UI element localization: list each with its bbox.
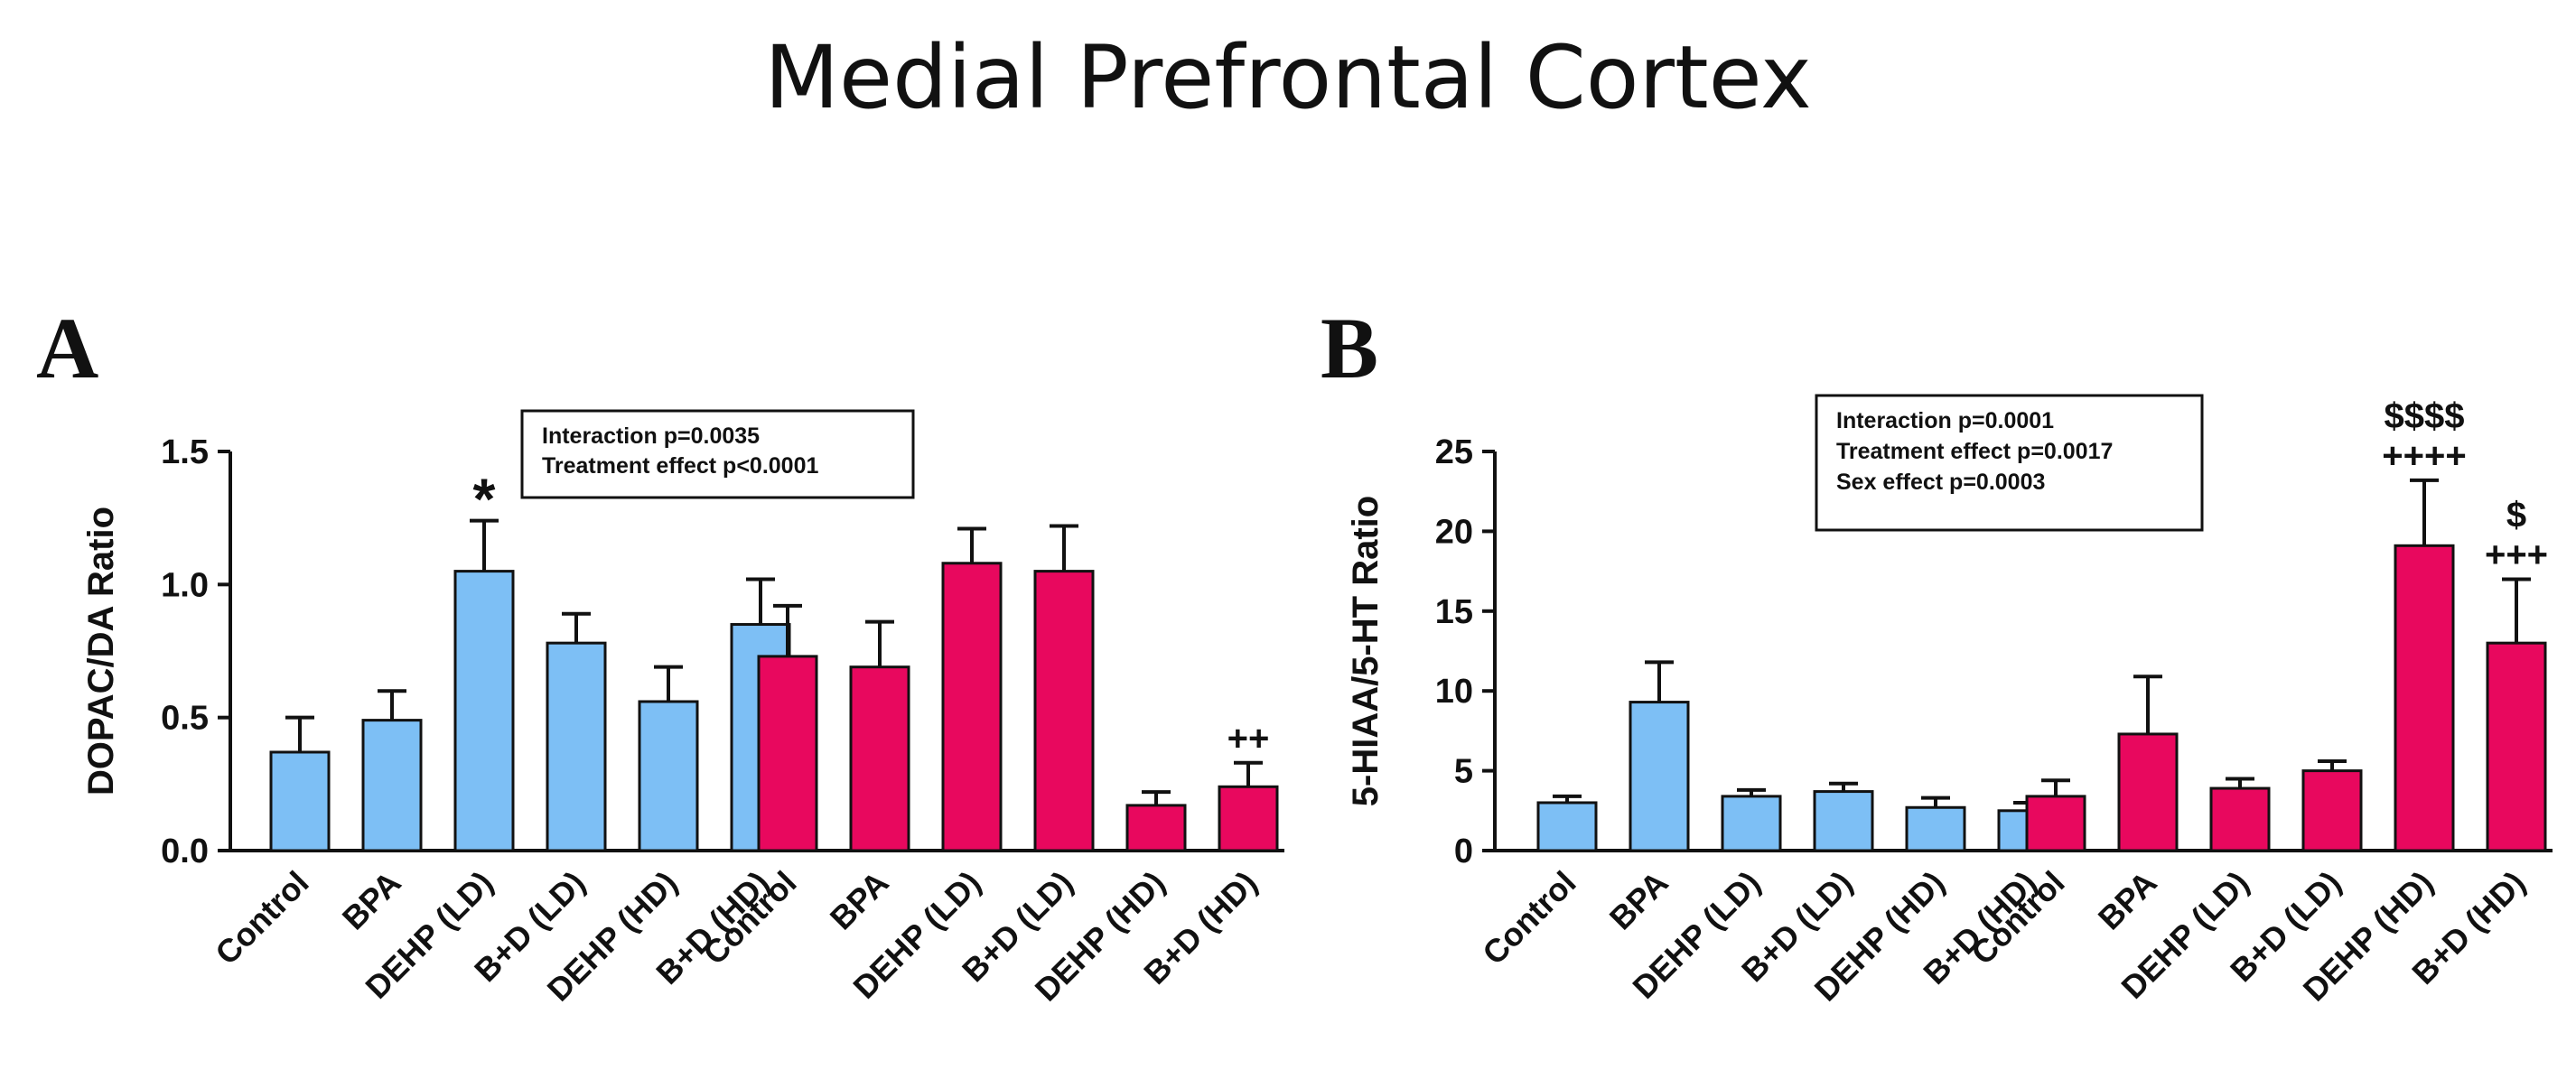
y-tick-label-a: 0.5 (161, 700, 209, 738)
significance-annotation-a: * (473, 467, 496, 532)
x-category-label-b: BPA (1602, 864, 1675, 937)
bar-a-s0-3 (546, 641, 607, 852)
bar-a-s1-5 (1218, 785, 1279, 852)
y-axis-label-a: DOPAC/DA Ratio (81, 507, 121, 796)
bar-a-s0-4 (638, 700, 699, 852)
stats-line-a: Treatment effect p<0.0001 (542, 453, 818, 479)
bar-a-s1-3 (1033, 570, 1095, 852)
bar-b-s1-2 (2209, 786, 2271, 852)
bar-b-s0-0 (1536, 801, 1598, 852)
bar-b-s1-0 (2025, 795, 2086, 852)
bar-a-s0-0 (269, 750, 331, 852)
stats-box-a (520, 409, 915, 499)
bar-b-s1-4 (2394, 544, 2455, 852)
significance-line: ++ (1227, 719, 1270, 758)
bar-b-s1-1 (2117, 732, 2179, 852)
bar-a-s0-1 (361, 719, 423, 852)
significance-annotation-a: ++ (1227, 719, 1270, 758)
significance-annotation-b: $ +++ (2485, 495, 2548, 574)
x-category-label-a: Control (208, 864, 315, 972)
y-tick-label-b: 0 (1454, 833, 1473, 870)
bar-a-s0-2 (453, 570, 515, 852)
stats-box-b (1815, 394, 2204, 532)
stats-line-b: Sex effect p=0.0003 (1836, 470, 2045, 495)
x-category-label-b: Control (1475, 864, 1582, 972)
x-category-label-a: BPA (335, 864, 408, 937)
bar-b-s0-3 (1813, 790, 1874, 852)
y-tick-label-b: 15 (1435, 593, 1473, 631)
y-tick-label-b: 5 (1454, 753, 1473, 791)
x-category-label-b: BPA (2091, 864, 2164, 937)
stats-line-b: Treatment effect p=0.0017 (1836, 439, 2113, 464)
significance-line: $ (2506, 495, 2526, 535)
significance-line: +++ (2485, 535, 2548, 574)
significance-line: ++++ (2382, 436, 2466, 476)
bar-a-s1-4 (1125, 804, 1187, 852)
bar-a-s1-1 (849, 665, 910, 852)
bar-b-s0-4 (1905, 805, 1966, 852)
bar-b-s1-5 (2486, 641, 2547, 852)
significance-line: $$$$ (2385, 396, 2465, 436)
y-tick-label-b: 10 (1435, 673, 1473, 711)
bar-a-s1-2 (941, 562, 1003, 852)
significance-annotation-b: $$$$ ++++ (2382, 396, 2466, 476)
bar-a-s1-0 (757, 655, 818, 852)
bar-b-s0-2 (1721, 795, 1782, 852)
bar-b-s0-1 (1629, 701, 1690, 852)
y-tick-label-a: 1.0 (161, 566, 209, 604)
stats-line-a: Interaction p=0.0035 (542, 423, 760, 449)
y-tick-label-b: 20 (1435, 513, 1473, 551)
significance-line: * (473, 467, 496, 532)
y-tick-label-a: 1.5 (161, 433, 209, 471)
figure-title: Medial Prefrontal Cortex (764, 27, 1812, 128)
x-category-label-a: BPA (823, 864, 896, 937)
panel-letter-a: A (36, 300, 98, 396)
panel-letter-b: B (1321, 300, 1378, 396)
y-tick-label-a: 0.0 (161, 833, 209, 870)
stats-line-b: Interaction p=0.0001 (1836, 408, 2054, 433)
y-tick-label-b: 25 (1435, 433, 1473, 471)
bar-b-s1-3 (2301, 769, 2363, 852)
y-axis-label-b: 5-HIAA/5-HT Ratio (1346, 496, 1386, 806)
